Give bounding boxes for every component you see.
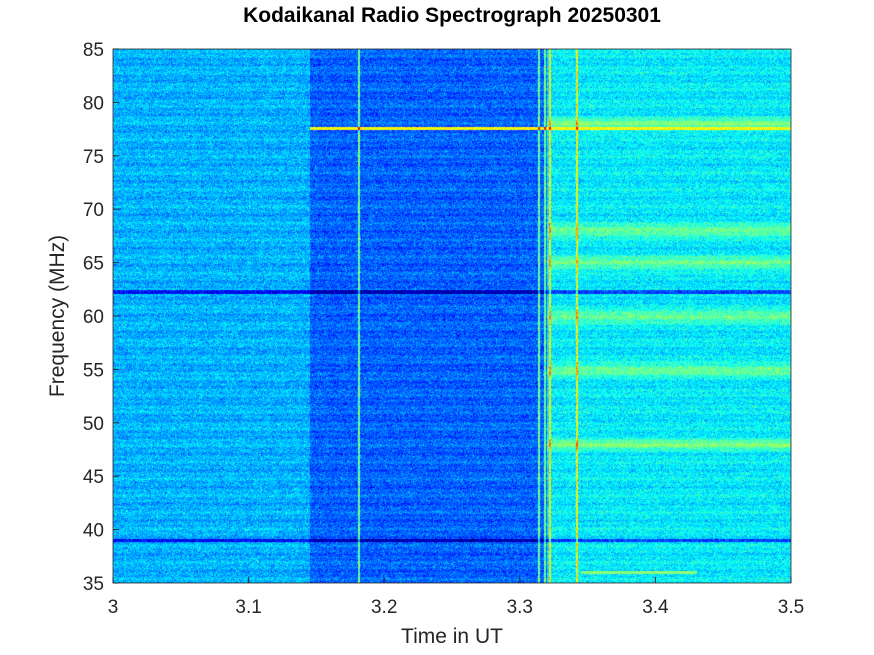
x-axis-ticks: 3 3.1 3.2 3.3 3.4 3.5 bbox=[108, 577, 804, 618]
y-tick-label: 70 bbox=[83, 200, 104, 221]
chart-title: Kodaikanal Radio Spectrograph 20250301 bbox=[243, 4, 661, 27]
y-axis-ticks: 35 40 45 50 55 60 65 70 75 80 85 bbox=[83, 40, 119, 595]
x-tick-label: 3.5 bbox=[778, 597, 804, 618]
y-tick-label: 40 bbox=[83, 521, 104, 542]
y-tick-label: 60 bbox=[83, 307, 104, 328]
y-axis-label: Frequency (MHz) bbox=[46, 235, 69, 397]
y-tick-label: 45 bbox=[83, 467, 104, 488]
y-tick-label: 65 bbox=[83, 254, 104, 275]
x-tick-label: 3.3 bbox=[507, 597, 533, 618]
y-tick-label: 75 bbox=[83, 147, 104, 168]
x-tick-label: 3.2 bbox=[371, 597, 397, 618]
x-tick-label: 3.1 bbox=[235, 597, 261, 618]
y-tick-label: 80 bbox=[83, 93, 104, 114]
y-tick-label: 55 bbox=[83, 360, 104, 381]
x-axis-label: Time in UT bbox=[401, 625, 503, 648]
spectrogram-plot-area bbox=[113, 49, 791, 583]
spectrogram-heatmap bbox=[113, 49, 791, 583]
y-tick-label: 35 bbox=[83, 574, 104, 595]
y-tick-label: 50 bbox=[83, 414, 104, 435]
x-tick-label: 3.4 bbox=[642, 597, 669, 618]
x-tick-label: 3 bbox=[108, 597, 119, 618]
y-tick-label: 85 bbox=[83, 40, 104, 61]
